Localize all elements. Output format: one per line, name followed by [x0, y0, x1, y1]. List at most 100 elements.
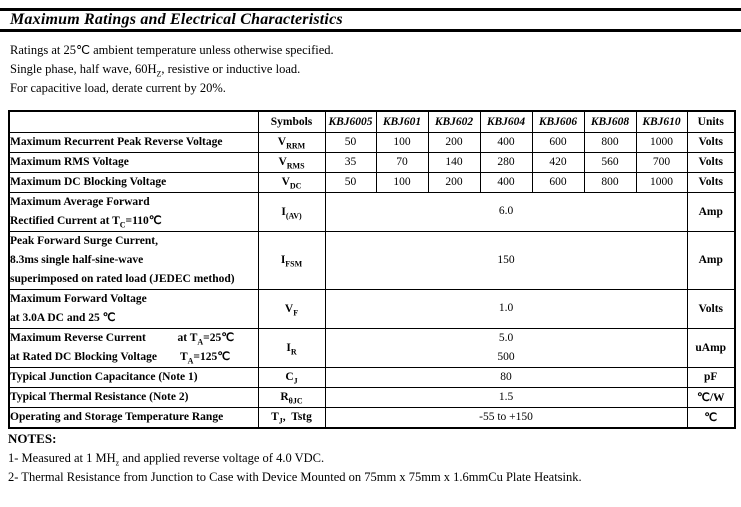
intro-paragraph: Ratings at 25℃ ambient temperature unles…: [10, 41, 334, 98]
param-line: 8.3ms single half-sine-wave: [10, 253, 144, 266]
table-header-row: Symbols KBJ6005 KBJ601 KBJ602 KBJ604 KBJ606 KB…: [8, 110, 736, 133]
value-cell: 1000: [635, 131, 688, 153]
param-cell: Maximum Average Forward Rectified Current…: [8, 191, 259, 232]
model-header: KBJ608: [583, 110, 637, 133]
table-row: Operating and Storage Temperature Range T…: [8, 406, 736, 428]
param-line: Maximum Recurrent Peak Reverse Voltage: [10, 135, 223, 148]
merged-value-cell: -55 to +150: [324, 406, 688, 428]
value-cell: 1000: [635, 171, 688, 193]
table-row: Maximum Recurrent Peak Reverse Voltage VR…: [8, 131, 736, 153]
value-line: 80: [500, 370, 512, 383]
corner-cell: [8, 110, 259, 133]
unit-cell: Volts: [686, 151, 736, 173]
value-cell: 600: [531, 171, 585, 193]
model-header: KBJ602: [427, 110, 481, 133]
value-cell: 50: [324, 171, 377, 193]
value-line: 500: [497, 350, 515, 363]
table-row: Maximum Reverse Current at TA=25℃ at Rate…: [8, 327, 736, 368]
merged-value-cell: 150: [324, 230, 688, 290]
model-header: KBJ606: [531, 110, 585, 133]
table-row: Typical Thermal Resistance (Note 2) RθJC 1…: [8, 386, 736, 408]
value-cell: 700: [635, 151, 688, 173]
symbol-cell: I(AV): [257, 191, 326, 232]
param-cell: Typical Thermal Resistance (Note 2): [8, 386, 259, 408]
value-cell: 280: [479, 151, 533, 173]
value-cell: 420: [531, 151, 585, 173]
merged-value-cell: 5.0 500: [324, 327, 688, 368]
unit-cell: Amp: [686, 191, 736, 232]
symbol-cell: RθJC: [257, 386, 326, 408]
ratings-table-body: Symbols KBJ6005 KBJ601 KBJ602 KBJ604 KBJ606 KB…: [8, 110, 736, 428]
unit-cell: pF: [686, 366, 736, 388]
table-row: Peak Forward Surge Current, 8.3ms single …: [8, 230, 736, 290]
symbol-cell: CJ: [257, 366, 326, 388]
title-underline-rule: [0, 29, 741, 32]
unit-cell: uAmp: [686, 327, 736, 368]
value-cell: 400: [479, 131, 533, 153]
value-cell: 35: [324, 151, 377, 173]
symbol-cell: TJ, Tstg: [257, 406, 326, 428]
symbols-header: Symbols: [257, 110, 326, 133]
symbol-cell: VDC: [257, 171, 326, 193]
param-line: Maximum DC Blocking Voltage: [10, 175, 167, 188]
unit-cell: Volts: [686, 171, 736, 193]
param-line: Maximum Average Forward: [10, 195, 150, 208]
model-header: KBJ610: [635, 110, 688, 133]
model-header: KBJ604: [479, 110, 533, 133]
param-line: Maximum Reverse Current at TA=25℃: [10, 331, 235, 346]
value-cell: 140: [427, 151, 481, 173]
merged-value-cell: 1.0: [324, 288, 688, 329]
top-rule: [0, 8, 741, 11]
param-cell: Maximum Recurrent Peak Reverse Voltage: [8, 131, 259, 153]
merged-value-cell: 1.5: [324, 386, 688, 408]
value-line: 150: [497, 253, 515, 266]
table-row: Maximum RMS Voltage VRMS 35 70 140 280 420 560 7…: [8, 151, 736, 173]
param-line: Peak Forward Surge Current,: [10, 234, 158, 247]
model-header: KBJ6005: [324, 110, 377, 133]
notes-section: NOTES: 1- Measured at 1 MHz and applied …: [8, 429, 582, 486]
param-line: at 3.0A DC and 25 ℃: [10, 311, 116, 324]
param-cell: Maximum RMS Voltage: [8, 151, 259, 173]
intro-line-capacitive: For capacitive load, derate current by 2…: [10, 81, 226, 95]
unit-cell: ℃: [686, 406, 736, 428]
param-line: superimposed on rated load (JEDEC method…: [10, 272, 235, 285]
value-line: -55 to +150: [479, 410, 533, 423]
param-line: at Rated DC Blocking Voltage TA=125℃: [10, 350, 231, 365]
value-cell: 70: [375, 151, 429, 173]
value-line: 5.0: [498, 331, 514, 344]
value-line: 1.5: [498, 390, 514, 403]
units-header: Units: [686, 110, 736, 133]
param-cell: Maximum Forward Voltage at 3.0A DC and 25…: [8, 288, 259, 329]
value-cell: 800: [583, 171, 637, 193]
value-cell: 560: [583, 151, 637, 173]
param-line: Rectified Current at TC=110℃: [10, 214, 162, 229]
symbol-cell: VF: [257, 288, 326, 329]
note-item-1: 1- Measured at 1 MHz and applied reverse…: [8, 451, 325, 468]
notes-heading: NOTES:: [8, 431, 57, 446]
param-cell: Maximum DC Blocking Voltage: [8, 171, 259, 193]
intro-line-ratings: Ratings at 25℃ ambient temperature unles…: [10, 43, 334, 57]
value-cell: 100: [375, 131, 429, 153]
param-line: Maximum RMS Voltage: [10, 155, 129, 168]
value-cell: 400: [479, 171, 533, 193]
param-line: Typical Junction Capacitance (Note 1): [10, 370, 198, 383]
param-line: Maximum Forward Voltage: [10, 292, 147, 305]
param-cell: Operating and Storage Temperature Range: [8, 406, 259, 428]
table-row: Maximum Average Forward Rectified Current…: [8, 191, 736, 232]
param-line: Operating and Storage Temperature Range: [10, 410, 224, 423]
model-header: KBJ601: [375, 110, 429, 133]
note-item-2: 2- Thermal Resistance from Junction to C…: [8, 469, 582, 484]
value-cell: 200: [427, 131, 481, 153]
merged-value-cell: 80: [324, 366, 688, 388]
unit-cell: Volts: [686, 131, 736, 153]
table-row: Maximum DC Blocking Voltage VDC 50 100 200 40…: [8, 171, 736, 193]
value-cell: 200: [427, 171, 481, 193]
ratings-table: Symbols KBJ6005 KBJ601 KBJ602 KBJ604 KBJ606 KB…: [8, 110, 736, 429]
page-title: Maximum Ratings and Electrical Character…: [10, 11, 343, 28]
param-cell: Typical Junction Capacitance (Note 1): [8, 366, 259, 388]
table-row: Maximum Forward Voltage at 3.0A DC and 25…: [8, 288, 736, 329]
value-cell: 800: [583, 131, 637, 153]
value-line: 6.0: [498, 205, 514, 217]
symbol-cell: IR: [257, 327, 326, 368]
